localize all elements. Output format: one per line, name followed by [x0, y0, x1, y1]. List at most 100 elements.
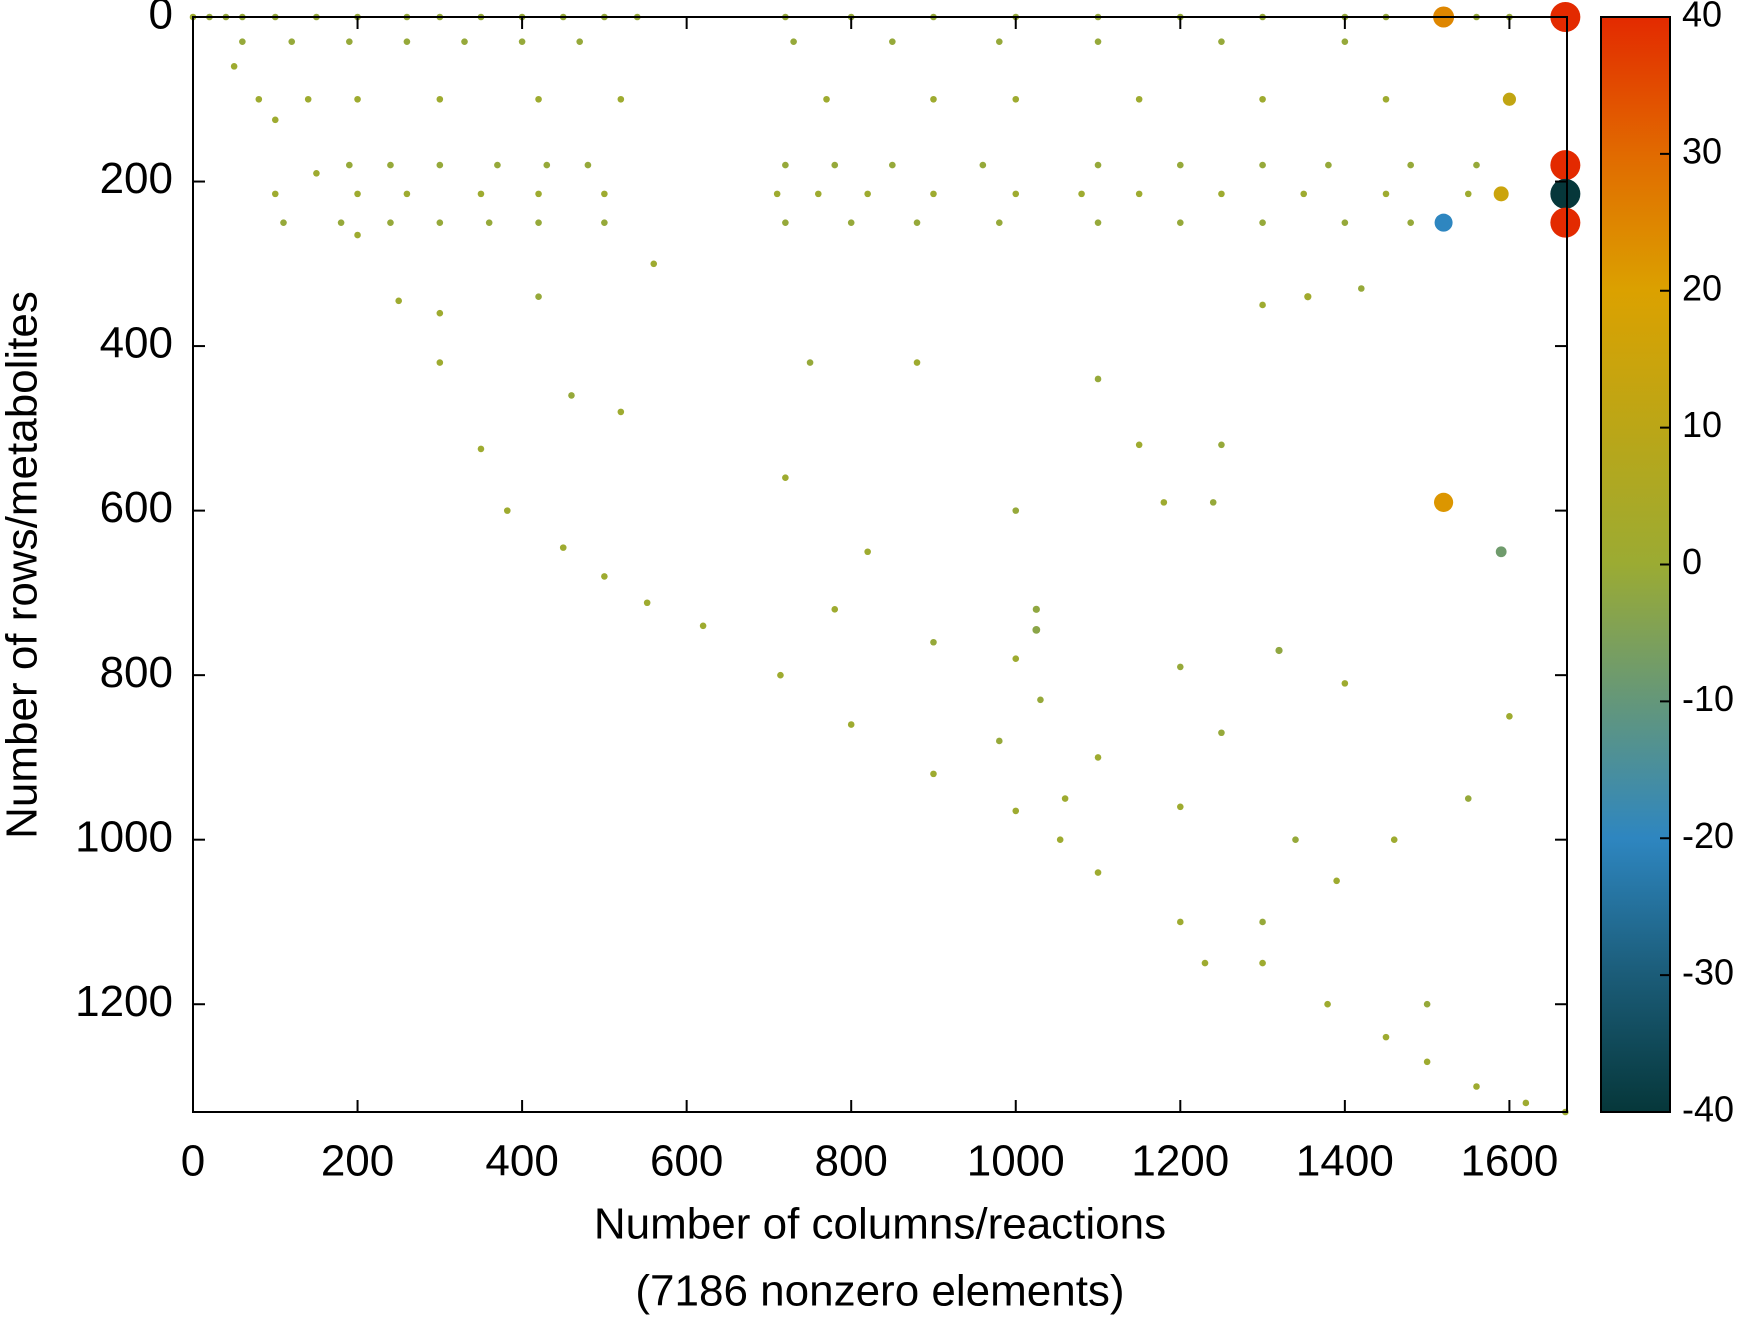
- nonzero-point: [535, 190, 542, 198]
- nonzero-point: [814, 190, 822, 198]
- colorbar-tick-label: -20: [1682, 815, 1734, 856]
- nonzero-point: [1012, 655, 1020, 662]
- nonzero-point: [1495, 546, 1507, 558]
- y-tick-label: 800: [100, 648, 173, 697]
- nonzero-point: [559, 544, 567, 551]
- nonzero-point: [864, 548, 871, 556]
- nonzero-point: [354, 190, 361, 198]
- nonzero-point: [1094, 869, 1102, 876]
- nonzero-point: [1473, 161, 1480, 169]
- nonzero-point: [1433, 492, 1454, 512]
- nonzero-point: [1012, 507, 1020, 514]
- nonzero-point: [995, 737, 1003, 745]
- nonzero-point: [1078, 190, 1085, 198]
- nonzero-point: [601, 190, 608, 198]
- nonzero-point: [1218, 441, 1225, 449]
- nonzero-point: [995, 219, 1003, 226]
- nonzero-point: [494, 161, 501, 169]
- nonzero-point: [1259, 959, 1266, 967]
- nonzero-point: [337, 219, 345, 226]
- nonzero-point: [1382, 1033, 1390, 1041]
- nonzero-point: [1177, 803, 1184, 811]
- x-tick-label: 1600: [1460, 1137, 1558, 1186]
- nonzero-point: [699, 622, 707, 630]
- nonzero-point: [1382, 190, 1390, 198]
- nonzero-point: [1522, 1099, 1530, 1107]
- nonzero-point: [1506, 712, 1513, 720]
- nonzero-point: [1473, 1083, 1480, 1090]
- nonzero-point: [1259, 95, 1266, 103]
- nonzero-point: [1464, 795, 1472, 802]
- nonzero-point: [354, 231, 361, 239]
- nonzero-point: [1464, 190, 1472, 198]
- nonzero-point: [1094, 219, 1102, 226]
- nonzero-point: [461, 38, 468, 45]
- colorbar-tick-label: 20: [1682, 267, 1722, 308]
- nonzero-point: [1259, 161, 1266, 169]
- nonzero-point: [436, 309, 444, 317]
- nonzero-point: [535, 293, 542, 301]
- nonzero-point: [782, 474, 789, 482]
- nonzero-point: [1259, 918, 1266, 926]
- nonzero-point: [1434, 213, 1453, 232]
- nonzero-point: [930, 95, 937, 103]
- nonzero-point: [1493, 186, 1509, 202]
- x-tick-label: 1200: [1131, 1137, 1229, 1186]
- x-tick-label: 1400: [1296, 1137, 1394, 1186]
- nonzero-point: [601, 573, 608, 580]
- nonzero-point: [543, 161, 551, 169]
- colorbar-tick-label: -40: [1682, 1089, 1734, 1130]
- x-tick-label: 800: [814, 1137, 887, 1186]
- nonzero-point: [1094, 754, 1102, 761]
- y-axis-label: Number of rows/metabolites: [0, 291, 47, 839]
- nonzero-point: [1333, 877, 1340, 885]
- nonzero-point: [1177, 219, 1184, 226]
- nonzero-point: [271, 190, 279, 198]
- nonzero-point: [387, 161, 394, 169]
- nonzero-point: [1012, 807, 1020, 815]
- nonzero-point: [1201, 959, 1209, 967]
- nonzero-point: [304, 95, 312, 103]
- nonzero-point: [913, 359, 921, 366]
- y-tick-label: 200: [100, 154, 173, 203]
- nonzero-point: [913, 219, 921, 226]
- nonzero-point: [1177, 161, 1184, 169]
- colorbar-tick-label: 40: [1682, 0, 1722, 35]
- nonzero-point: [436, 95, 444, 103]
- nonzero-point: [485, 219, 493, 226]
- nonzero-point: [436, 359, 444, 366]
- nonzero-point: [255, 95, 263, 103]
- nonzero-point: [1341, 219, 1349, 226]
- colorbar-tick-label: 0: [1682, 541, 1702, 582]
- nonzero-point: [395, 297, 402, 305]
- nonzero-point: [1324, 1000, 1331, 1008]
- nonzero-point: [230, 63, 238, 70]
- nonzero-point: [1550, 207, 1581, 238]
- nonzero-point: [782, 161, 789, 169]
- colorbar-tick-label: -30: [1682, 952, 1734, 993]
- nonzero-point: [831, 606, 839, 613]
- nonzero-point: [823, 95, 830, 103]
- colorbar-tick-label: 30: [1682, 130, 1722, 171]
- nonzero-point: [847, 219, 855, 226]
- nonzero-point: [239, 38, 246, 45]
- nonzero-point: [1037, 696, 1044, 704]
- nonzero-point: [535, 219, 542, 226]
- nonzero-point: [1341, 38, 1349, 45]
- nonzero-point: [1423, 1058, 1431, 1066]
- y-tick-label: 600: [100, 483, 173, 532]
- nonzero-point: [1502, 92, 1517, 106]
- nonzero-point: [1177, 663, 1184, 671]
- nonzero-point: [1209, 499, 1217, 506]
- nonzero-point: [1259, 219, 1266, 226]
- nonzero-point: [1177, 918, 1184, 926]
- nonzero-point: [1300, 190, 1308, 198]
- nonzero-point: [518, 38, 526, 45]
- nonzero-point: [847, 721, 855, 728]
- nonzero-point: [1550, 178, 1581, 209]
- nonzero-point: [576, 38, 583, 45]
- nonzero-point: [1160, 499, 1168, 506]
- nonzero-point: [979, 161, 987, 169]
- nonzero-point: [271, 116, 279, 124]
- nonzero-point: [601, 219, 608, 226]
